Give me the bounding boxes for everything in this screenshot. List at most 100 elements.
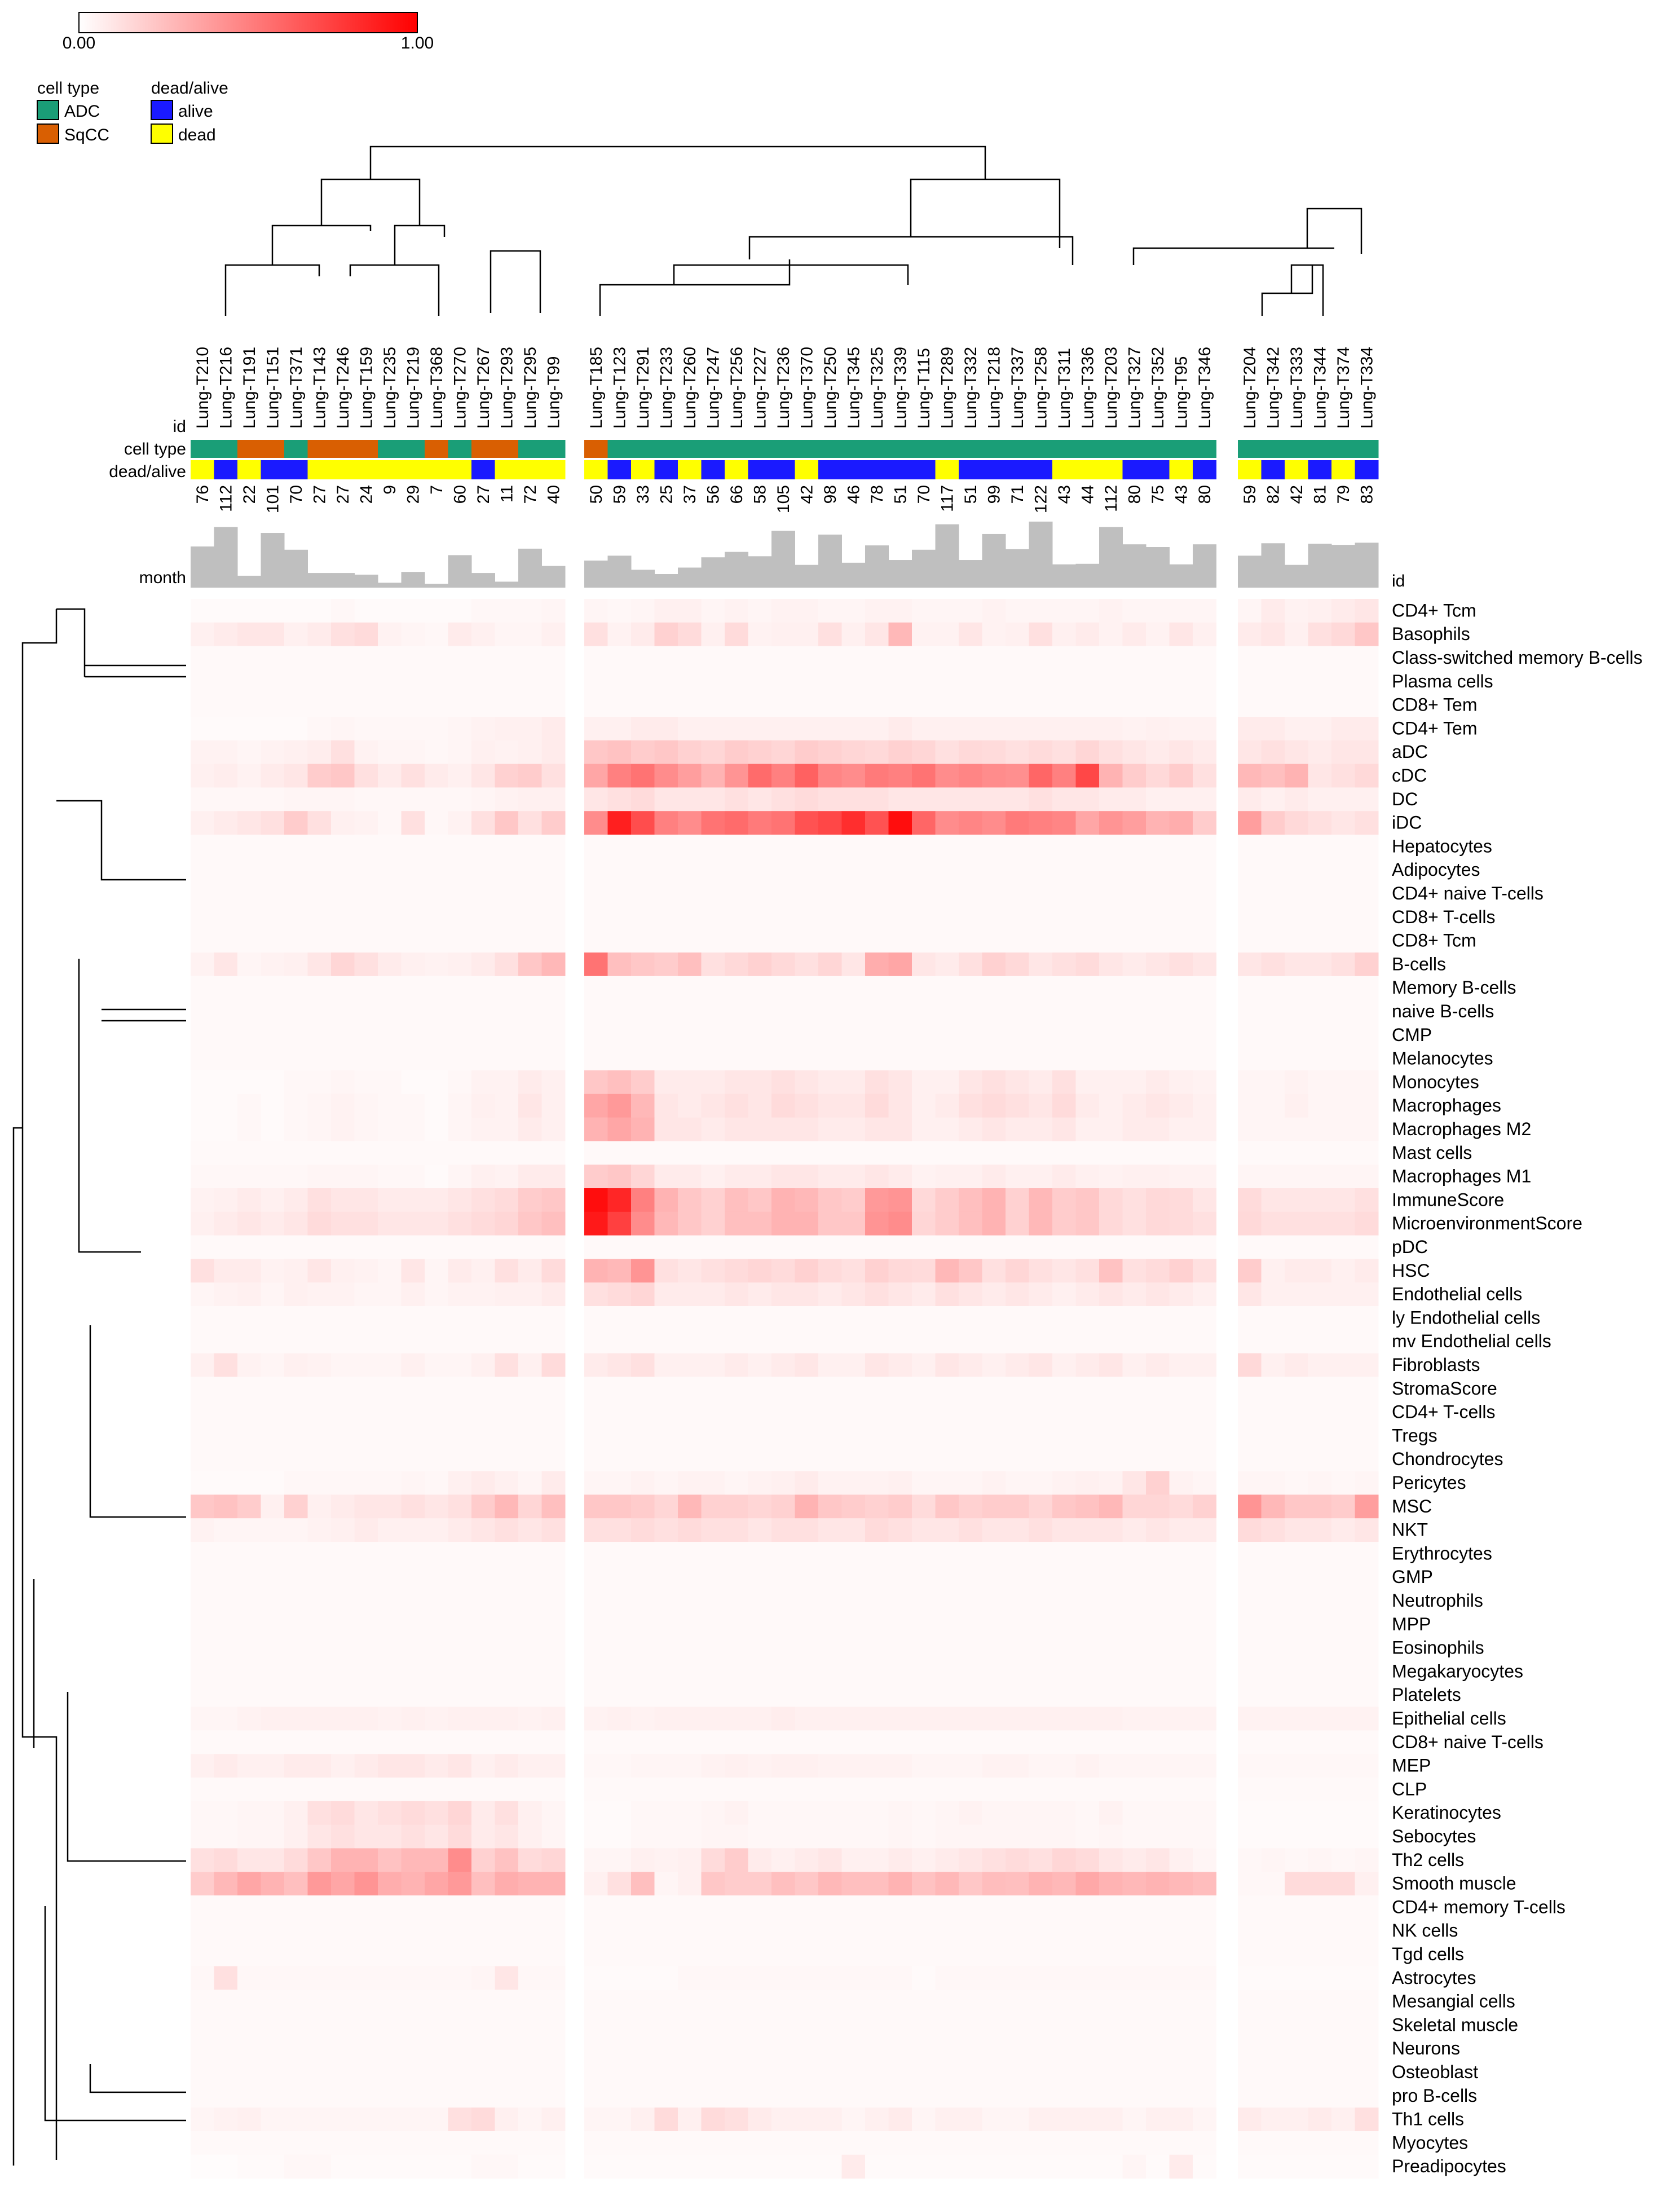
heatmap-cell bbox=[865, 622, 889, 647]
legend-alive-swatch bbox=[151, 100, 173, 120]
heatmap-cell bbox=[425, 811, 448, 835]
heatmap-cell bbox=[678, 669, 702, 694]
heatmap-cell bbox=[1006, 717, 1029, 741]
heatmap-cell bbox=[284, 1282, 308, 1307]
heatmap-cell bbox=[1052, 953, 1076, 977]
heatmap-cell bbox=[912, 905, 936, 929]
heatmap-cell bbox=[1146, 2036, 1170, 2061]
heatmap-cell bbox=[1193, 1919, 1216, 1943]
heatmap-cell bbox=[307, 1612, 332, 1637]
heatmap-cell bbox=[1146, 1612, 1170, 1637]
heatmap-cell bbox=[654, 2107, 678, 2132]
heatmap-cell bbox=[307, 1329, 332, 1354]
heatmap-cell bbox=[935, 1660, 959, 1684]
heatmap-cell bbox=[935, 1730, 959, 1754]
heatmap-cell bbox=[1052, 811, 1076, 835]
heatmap-cell bbox=[1029, 1306, 1053, 1330]
heatmap-cell bbox=[654, 1824, 678, 1849]
month-bar bbox=[1261, 543, 1285, 588]
heatmap-cell bbox=[284, 646, 308, 670]
heatmap-cell bbox=[1193, 717, 1216, 741]
heatmap-cell bbox=[214, 1023, 238, 1047]
heatmap-cell bbox=[795, 646, 819, 670]
sample-id-label: Lung-T342 bbox=[1264, 347, 1282, 429]
heatmap-cell bbox=[607, 929, 632, 953]
heatmap-cell bbox=[331, 1730, 355, 1754]
heatmap-cell bbox=[307, 1942, 332, 1966]
heatmap-cell bbox=[214, 1424, 238, 1448]
heatmap-cell bbox=[1169, 1306, 1193, 1330]
month-value-label: 101 bbox=[263, 485, 282, 513]
heatmap-cell bbox=[631, 1377, 655, 1401]
heatmap-cell bbox=[771, 1188, 795, 1212]
heatmap-cell bbox=[1193, 1494, 1216, 1519]
heatmap-cell bbox=[654, 740, 678, 765]
heatmap-cell bbox=[331, 1235, 355, 1259]
heatmap-cell bbox=[771, 1259, 795, 1283]
heatmap-cell bbox=[1355, 2013, 1379, 2038]
heatmap-cell bbox=[214, 599, 238, 623]
heatmap-cell bbox=[1169, 1117, 1193, 1141]
heatmap-cell bbox=[818, 1471, 842, 1495]
heatmap-cell bbox=[631, 2107, 655, 2132]
heatmap-cell bbox=[865, 2060, 889, 2084]
heatmap-cell bbox=[795, 622, 819, 647]
heatmap-cell bbox=[1193, 1377, 1216, 1401]
heatmap-cell bbox=[284, 1306, 308, 1330]
heatmap-cell bbox=[818, 646, 842, 670]
heatmap-cell bbox=[284, 2131, 308, 2155]
heatmap-cell bbox=[237, 1141, 261, 1165]
heatmap-cell bbox=[678, 2060, 702, 2084]
month-bar bbox=[1122, 544, 1147, 588]
heatmap-cell bbox=[1169, 1141, 1193, 1165]
heatmap-cell bbox=[1122, 1754, 1147, 1778]
heatmap-cell bbox=[1075, 1683, 1100, 1708]
heatmap-cell bbox=[888, 929, 912, 953]
heatmap-cell bbox=[1075, 1259, 1100, 1283]
heatmap-cell bbox=[1169, 669, 1193, 694]
heatmap-cell bbox=[1169, 1424, 1193, 1448]
heatmap-cell bbox=[818, 2154, 842, 2179]
status-cell bbox=[331, 460, 355, 479]
heatmap-cell bbox=[678, 1589, 702, 1613]
heatmap-cell bbox=[261, 1612, 285, 1637]
heatmap-cell bbox=[1261, 1165, 1285, 1189]
heatmap-cell bbox=[307, 1117, 332, 1141]
heatmap-cell bbox=[1099, 905, 1123, 929]
heatmap-cell bbox=[1006, 2107, 1029, 2132]
heatmap-cell bbox=[935, 1400, 959, 1425]
heatmap-cell bbox=[654, 1706, 678, 1731]
heatmap-cell bbox=[378, 1754, 402, 1778]
heatmap-cell bbox=[725, 1211, 748, 1236]
heatmap-cell bbox=[584, 1353, 608, 1377]
heatmap-cell bbox=[678, 1778, 702, 1802]
heatmap-cell bbox=[1261, 905, 1285, 929]
heatmap-cell bbox=[1238, 1824, 1262, 1849]
heatmap-cell bbox=[795, 1589, 819, 1613]
status-cell bbox=[541, 460, 566, 479]
heatmap-cell bbox=[701, 1306, 725, 1330]
heatmap-cell bbox=[1238, 764, 1262, 788]
heatmap-cell bbox=[471, 881, 495, 906]
heatmap-cell bbox=[1029, 1990, 1053, 2014]
heatmap-cell bbox=[471, 1070, 495, 1095]
heatmap-cell bbox=[584, 811, 608, 835]
heatmap-cell bbox=[725, 1353, 748, 1377]
heatmap-cell bbox=[678, 717, 702, 741]
heatmap-cell bbox=[1238, 1565, 1262, 1590]
heatmap-cell bbox=[1193, 787, 1216, 812]
heatmap-cell bbox=[1355, 1471, 1379, 1495]
heatmap-cell bbox=[401, 1259, 425, 1283]
heatmap-cell bbox=[1075, 1612, 1100, 1637]
heatmap-cell bbox=[1285, 787, 1308, 812]
heatmap-cell bbox=[1006, 1636, 1029, 1660]
heatmap-cell bbox=[841, 976, 866, 1000]
sample-id-label: Lung-T333 bbox=[1287, 347, 1306, 429]
heatmap-cell bbox=[654, 811, 678, 835]
heatmap-cell bbox=[678, 1282, 702, 1307]
heatmap-cell bbox=[1099, 1919, 1123, 1943]
heatmap-cell bbox=[584, 622, 608, 647]
heatmap-cell bbox=[261, 1824, 285, 1849]
heatmap-cell bbox=[1285, 1895, 1308, 1920]
month-bar bbox=[214, 527, 238, 588]
